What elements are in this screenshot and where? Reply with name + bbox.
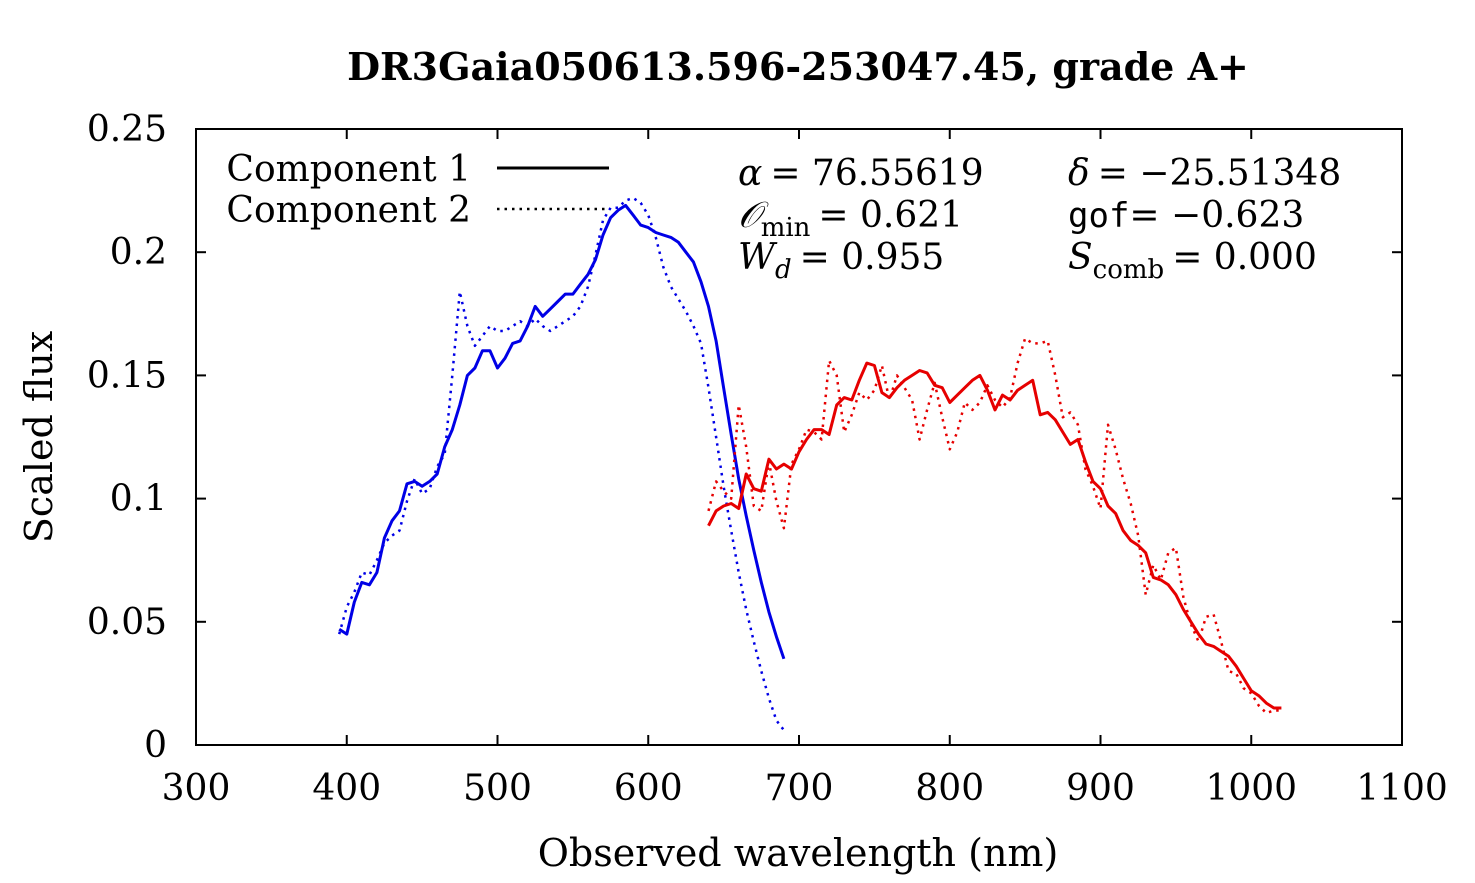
scomb-value: = 0.000 bbox=[1172, 237, 1317, 278]
omin-value: = 0.621 bbox=[818, 195, 963, 236]
y-axis-label: Scaled flux bbox=[17, 331, 61, 543]
x-tick-label: 1100 bbox=[1356, 768, 1448, 809]
annotation-alpha: α = 76.55619 bbox=[738, 153, 984, 194]
alpha-symbol: α bbox=[738, 153, 762, 194]
legend: Component 1 Component 2 bbox=[226, 149, 609, 231]
legend-label-component-1: Component 1 bbox=[226, 149, 471, 190]
annotation-omin: 𝒪min = 0.621 bbox=[738, 195, 963, 243]
annotation-scomb: Scomb = 0.000 bbox=[1068, 237, 1317, 285]
scomb-symbol: S bbox=[1068, 237, 1093, 278]
series-layer bbox=[337, 196, 1282, 731]
x-tick-label: 700 bbox=[765, 768, 834, 809]
series-line-red-component-2 bbox=[707, 337, 1282, 715]
x-tick-label: 300 bbox=[162, 768, 231, 809]
series-line-blue-component-1 bbox=[338, 203, 786, 660]
y-axis-ticks: 0 0.05 0.1 0.15 0.2 0.25 bbox=[87, 109, 1402, 766]
x-tick-label: 500 bbox=[463, 768, 532, 809]
series-line-blue-component-2 bbox=[337, 196, 785, 731]
x-tick-label: 800 bbox=[915, 768, 984, 809]
x-tick-label: 900 bbox=[1066, 768, 1135, 809]
wd-sub: d bbox=[775, 255, 792, 285]
x-tick-label: 1000 bbox=[1205, 768, 1297, 809]
y-tick-label: 0.15 bbox=[87, 355, 167, 396]
x-axis-label: Observed wavelength (nm) bbox=[538, 831, 1059, 875]
legend-label-component-2: Component 2 bbox=[226, 190, 471, 231]
x-axis-ticks: 300 400 500 600 700 800 900 1000 1100 bbox=[162, 129, 1448, 809]
y-tick-label: 0.1 bbox=[110, 479, 167, 520]
annotations: α = 76.55619 δ = −25.51348 𝒪min = 0.621 gof… bbox=[738, 153, 1341, 285]
annotation-delta: δ = −25.51348 bbox=[1068, 153, 1341, 194]
chart-title: DR3Gaia050613.596-253047.45, grade A+ bbox=[347, 44, 1249, 89]
x-tick-label: 600 bbox=[614, 768, 683, 809]
wd-symbol: W bbox=[738, 237, 778, 278]
delta-value: = −25.51348 bbox=[1098, 153, 1342, 194]
wd-value: = 0.955 bbox=[800, 237, 945, 278]
y-tick-label: 0.2 bbox=[110, 232, 167, 273]
y-tick-label: 0.05 bbox=[87, 602, 167, 643]
annotation-gof: gof= −0.623 bbox=[1068, 195, 1304, 236]
gof-symbol: gof bbox=[1068, 196, 1129, 236]
x-tick-label: 400 bbox=[312, 768, 381, 809]
annotation-wd: Wd = 0.955 bbox=[738, 237, 944, 285]
scomb-sub: comb bbox=[1093, 255, 1165, 285]
delta-symbol: δ bbox=[1068, 153, 1090, 194]
series-line-red-component-1 bbox=[707, 361, 1282, 710]
omin-sub: min bbox=[761, 213, 811, 243]
y-tick-label: 0 bbox=[144, 725, 167, 766]
gof-value: = −0.623 bbox=[1129, 195, 1304, 236]
alpha-value: = 76.55619 bbox=[770, 153, 983, 194]
y-tick-label: 0.25 bbox=[87, 109, 167, 150]
